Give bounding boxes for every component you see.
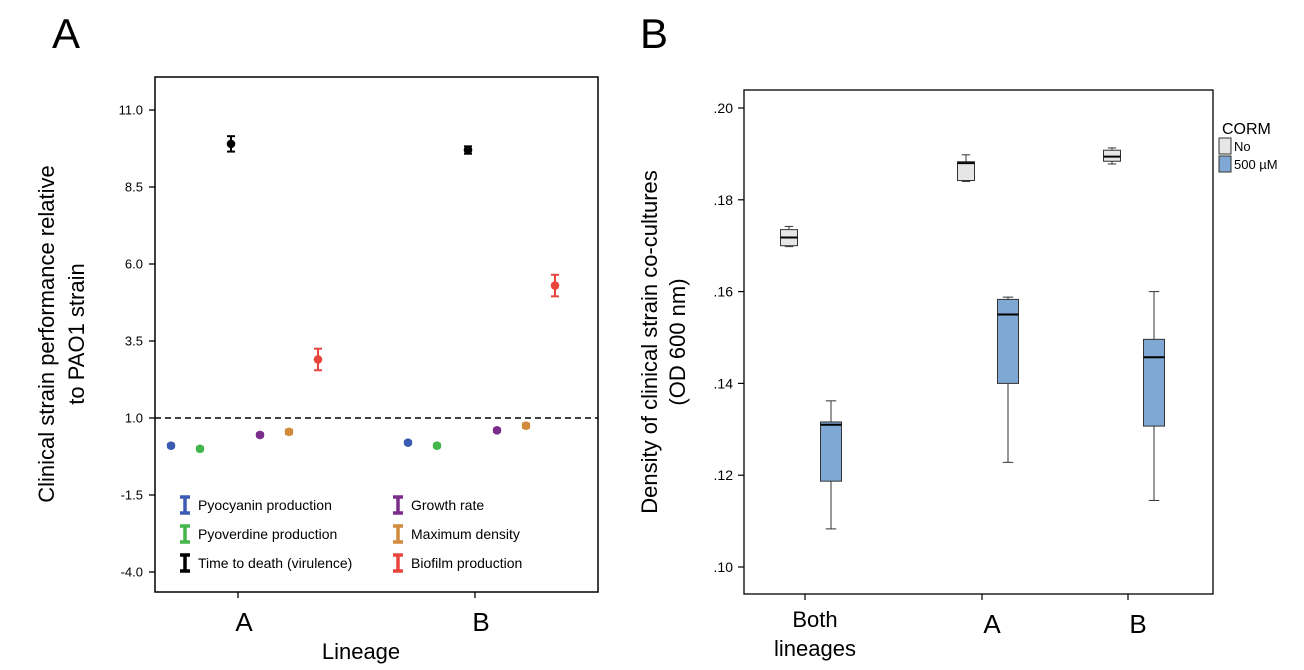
box-body xyxy=(997,298,1019,384)
legend-label: Pyoverdine production xyxy=(198,526,337,542)
error-bar-point xyxy=(550,273,560,298)
y-axis-title-line: to PAO1 strain xyxy=(64,263,89,404)
legend-item: Maximum density xyxy=(393,524,520,544)
data-point xyxy=(226,139,236,149)
box-no xyxy=(957,154,975,182)
legend-label: 500 µM xyxy=(1234,157,1278,172)
panel-label: B xyxy=(640,10,668,57)
y-tick-label: .20 xyxy=(714,100,734,116)
legend-swatch xyxy=(1218,155,1232,173)
y-axis-title-line: Clinical strain performance relative xyxy=(34,165,59,502)
data-point xyxy=(403,438,413,447)
x-tick-label-line: B xyxy=(1129,609,1146,639)
panel-label: A xyxy=(52,10,80,57)
y-axis-title: Clinical strain performance relative to P… xyxy=(34,165,89,502)
y-axis-title-line: Density of clinical strain co-cultures xyxy=(637,170,662,514)
box-500um xyxy=(1143,291,1165,501)
y-axis-title-line: (OD 600 nm) xyxy=(665,278,690,405)
error-bar-point xyxy=(255,430,265,440)
data-point xyxy=(432,441,442,451)
x-tick-label: A xyxy=(235,607,253,637)
legend-item: Pyocyanin production xyxy=(180,495,332,515)
error-bar-point xyxy=(521,421,531,431)
y-tick-label: .18 xyxy=(714,192,734,208)
box-body xyxy=(1143,338,1165,427)
x-tick-label-line: A xyxy=(983,609,1001,639)
box-no xyxy=(780,225,798,248)
data-point xyxy=(195,444,205,454)
y-tick-label: 11.0 xyxy=(119,103,143,118)
legend-item: Time to death (virulence) xyxy=(180,553,352,573)
legend-label: Time to death (virulence) xyxy=(198,555,352,571)
error-bar-point xyxy=(226,135,236,153)
y-tick-label: .14 xyxy=(714,375,734,391)
error-bar-point xyxy=(313,347,323,372)
box-no xyxy=(1103,147,1121,165)
y-tick-label: .12 xyxy=(714,467,734,483)
legend-item: No xyxy=(1218,137,1251,155)
error-bar-point xyxy=(463,145,473,155)
data-point xyxy=(463,145,473,155)
legend-swatch xyxy=(1218,137,1232,155)
y-axis-title: Density of clinical strain co-cultures (O… xyxy=(637,170,690,514)
error-bar-point xyxy=(403,438,413,447)
y-tick-label: .16 xyxy=(714,284,734,300)
error-bar-point xyxy=(195,444,205,454)
x-tick-label-line: Both xyxy=(792,607,837,632)
legend-label: Pyocyanin production xyxy=(198,497,332,513)
y-tick-label: -4.0 xyxy=(121,565,143,580)
legend-item: Biofilm production xyxy=(393,553,522,573)
x-tick-label: B xyxy=(1129,609,1146,639)
y-tick-label: 3.5 xyxy=(125,334,143,349)
legend-title: CORM xyxy=(1222,121,1271,138)
x-tick-label: Both lineages xyxy=(774,607,856,661)
data-point xyxy=(313,355,323,364)
legend-label: Biofilm production xyxy=(411,555,522,571)
data-point xyxy=(255,430,265,440)
data-point xyxy=(550,281,560,290)
y-tick-label: 6.0 xyxy=(125,257,143,272)
y-tick-label: .10 xyxy=(714,559,734,575)
data-point xyxy=(521,421,531,431)
legend-label: No xyxy=(1234,139,1251,154)
box-body xyxy=(957,161,975,182)
error-bar-point xyxy=(432,441,442,451)
x-tick-label: B xyxy=(472,607,489,637)
x-axis-title: Lineage xyxy=(322,639,400,664)
box-500um xyxy=(820,400,842,530)
legend-item: Pyoverdine production xyxy=(180,524,337,544)
plot-frame xyxy=(154,76,599,593)
x-tick-label-line: lineages xyxy=(774,636,856,661)
data-point xyxy=(284,427,294,437)
data-point xyxy=(166,441,176,451)
legend-label: Growth rate xyxy=(411,497,484,513)
legend-label: Maximum density xyxy=(411,526,520,542)
legend-item: Growth rate xyxy=(393,495,484,515)
y-tick-label: 1.0 xyxy=(125,411,143,426)
y-tick-label: -1.5 xyxy=(121,488,143,503)
error-bar-point xyxy=(492,426,502,435)
plot-frame xyxy=(743,89,1214,595)
error-bar-point xyxy=(166,441,176,451)
data-point xyxy=(492,426,502,435)
legend-item: 500 µM xyxy=(1218,155,1278,173)
x-tick-label: A xyxy=(983,609,1001,639)
box-body xyxy=(820,421,842,482)
box-500um xyxy=(997,296,1019,463)
error-bar-point xyxy=(284,427,294,437)
y-tick-label: 8.5 xyxy=(125,180,143,195)
